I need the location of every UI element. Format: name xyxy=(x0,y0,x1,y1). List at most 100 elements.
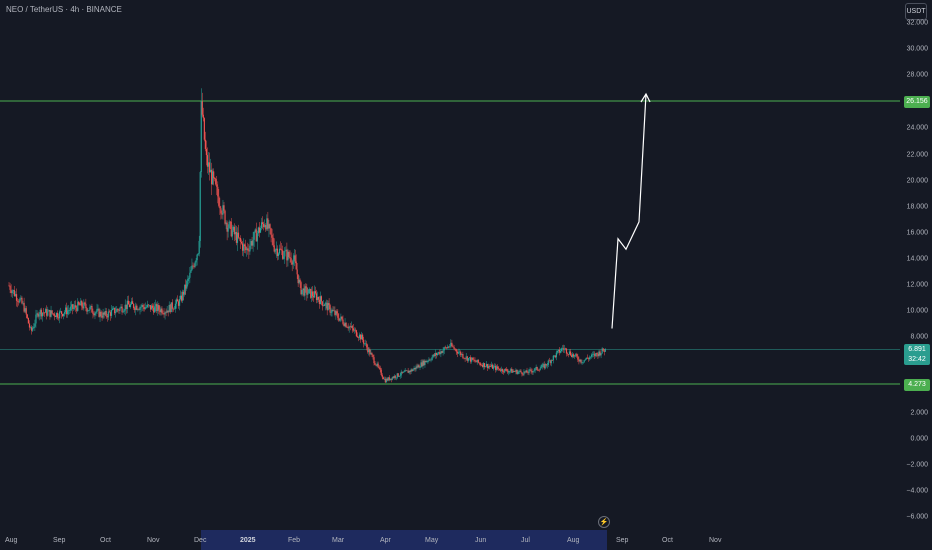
candle-body xyxy=(433,354,435,356)
candle-body xyxy=(62,314,64,317)
candle-body xyxy=(484,366,487,368)
candle-body xyxy=(119,307,121,311)
candle-body xyxy=(218,196,220,206)
candle-body xyxy=(216,184,218,187)
candle-body xyxy=(411,369,413,371)
candle-body xyxy=(534,368,536,371)
candle-body xyxy=(286,249,288,261)
candle-body xyxy=(152,305,154,308)
x-tick: Aug xyxy=(5,537,18,544)
candle-body xyxy=(546,364,548,366)
candle-body xyxy=(24,308,26,312)
candle-body xyxy=(289,257,291,259)
candle-body xyxy=(167,310,169,313)
y-tick: 14.000 xyxy=(906,255,928,263)
candle-body xyxy=(473,359,475,361)
candle-body xyxy=(352,328,354,331)
currency-button[interactable]: USDT xyxy=(905,3,927,20)
candle-body xyxy=(604,348,606,352)
lightning-icon[interactable]: ⚡ xyxy=(598,516,610,528)
candle-body xyxy=(191,265,193,271)
candle-body xyxy=(380,369,382,376)
candle-body xyxy=(244,244,246,247)
candle-body xyxy=(133,303,135,309)
candle-body xyxy=(55,312,58,318)
candle-body xyxy=(585,357,587,360)
candle-body xyxy=(364,343,366,345)
candle-body xyxy=(444,347,446,348)
candle-body xyxy=(281,249,283,251)
candle-body xyxy=(124,304,126,311)
candle-body xyxy=(142,305,144,308)
candle-body xyxy=(149,305,152,310)
candle-body xyxy=(105,310,107,316)
candle-body xyxy=(206,155,209,167)
candle-body xyxy=(217,186,219,197)
candle-body xyxy=(47,311,49,316)
candle-body xyxy=(313,291,316,298)
candle-body xyxy=(160,308,162,313)
candle-body xyxy=(506,369,508,372)
candle-body xyxy=(315,293,318,301)
candle-body xyxy=(229,221,231,223)
candle-body xyxy=(46,309,48,316)
candle-body xyxy=(166,310,168,313)
candle-body xyxy=(505,368,507,370)
candle-body xyxy=(584,359,586,361)
candle-body xyxy=(39,309,41,315)
candle-body xyxy=(498,368,500,370)
candle-body xyxy=(83,302,85,309)
candle-body xyxy=(440,351,442,355)
candle-body xyxy=(230,221,232,237)
candle-body xyxy=(76,307,78,311)
candle-body xyxy=(429,359,431,361)
y-tick: 24.000 xyxy=(906,124,928,132)
candle-body xyxy=(285,249,287,251)
candle-body xyxy=(567,354,570,355)
candle-body xyxy=(387,377,389,381)
candle-body xyxy=(571,354,574,357)
candle-body xyxy=(478,362,480,364)
candle-body xyxy=(98,308,100,317)
candle-body xyxy=(130,301,133,305)
candle-body xyxy=(596,353,598,354)
candle-body xyxy=(141,305,143,307)
candle-body xyxy=(402,371,404,373)
candle-body xyxy=(262,222,264,224)
candle-body xyxy=(254,229,256,232)
candle-body xyxy=(45,309,47,313)
candle-body xyxy=(238,237,241,239)
x-tick: Feb xyxy=(288,537,301,544)
candle-body xyxy=(8,285,10,287)
candle-body xyxy=(590,354,593,357)
projection-path[interactable] xyxy=(611,93,647,329)
candlestick-series xyxy=(8,88,606,384)
candle-body xyxy=(528,369,530,374)
candle-body xyxy=(385,378,387,383)
candle-body xyxy=(293,255,295,260)
candle-body xyxy=(365,343,367,345)
candle-body xyxy=(382,377,384,380)
candle-body xyxy=(578,359,580,362)
candle-body xyxy=(197,253,199,255)
candle-body xyxy=(277,253,280,257)
candle-body xyxy=(139,307,141,310)
candle-body xyxy=(412,369,414,371)
candle-body xyxy=(337,313,339,318)
candle-body xyxy=(242,243,244,251)
candle-body xyxy=(353,329,355,331)
candle-body xyxy=(355,330,358,337)
candle-body xyxy=(340,316,342,319)
candle-body xyxy=(399,375,401,377)
candle-body xyxy=(449,346,451,348)
candle-body xyxy=(271,234,273,238)
candle-body xyxy=(500,370,502,372)
projection-arrow-head xyxy=(640,92,651,103)
candle-body xyxy=(430,359,432,361)
candle-body xyxy=(14,294,17,296)
candle-body xyxy=(290,258,292,263)
x-tick: Aug xyxy=(567,537,580,544)
candle-body xyxy=(416,366,418,368)
candle-body xyxy=(537,369,539,371)
